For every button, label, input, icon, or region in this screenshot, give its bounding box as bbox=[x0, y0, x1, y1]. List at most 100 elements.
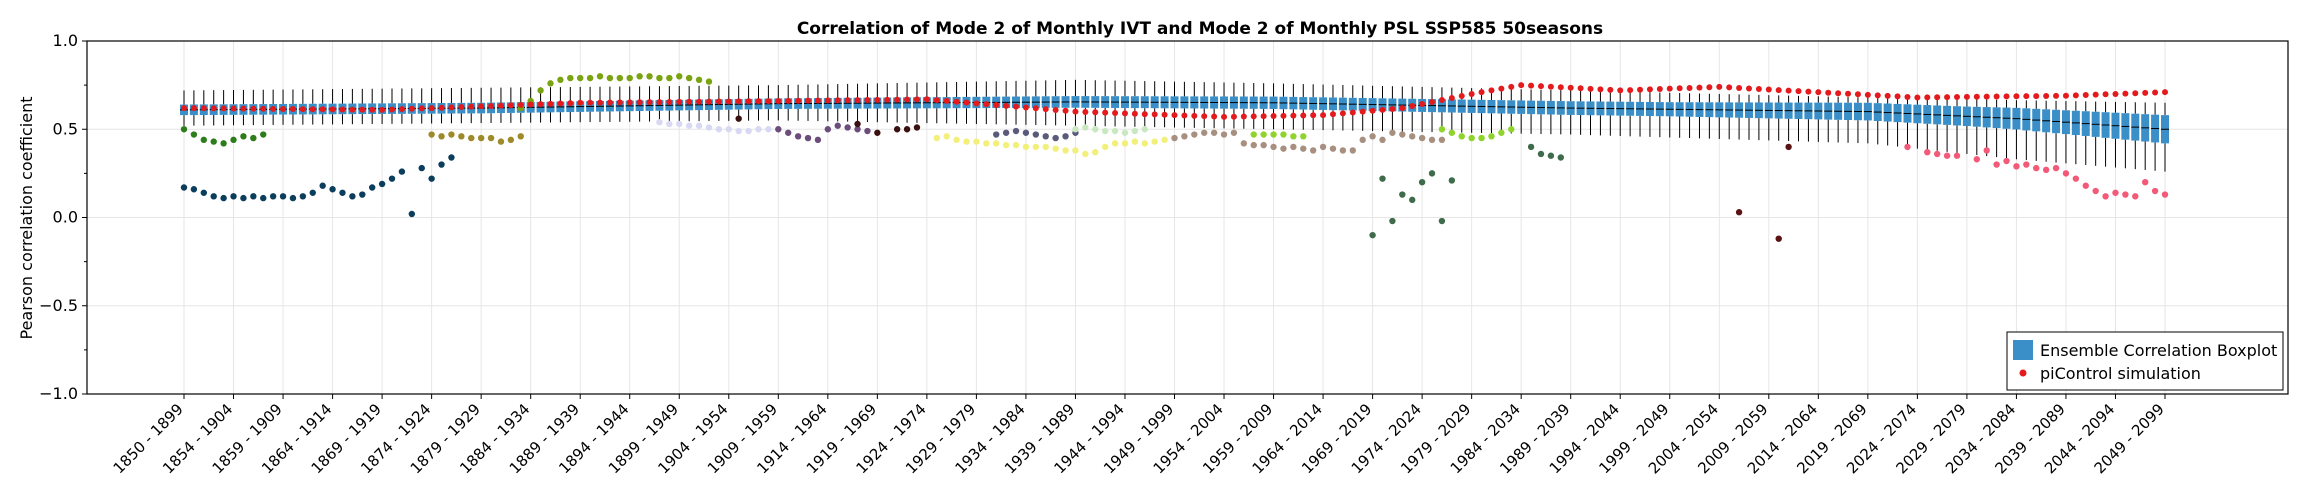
picontrol-point bbox=[1557, 84, 1564, 91]
y-tick-label: 0.0 bbox=[53, 208, 78, 227]
model-point bbox=[933, 134, 940, 142]
model-point bbox=[1973, 156, 1981, 163]
picontrol-point bbox=[2162, 89, 2168, 96]
model-point bbox=[319, 182, 326, 189]
picontrol-point bbox=[1151, 111, 1158, 118]
boxplot bbox=[2091, 101, 2100, 166]
picontrol-point bbox=[488, 102, 495, 109]
model-point bbox=[1478, 134, 1485, 142]
picontrol-point bbox=[894, 96, 901, 103]
model-point bbox=[685, 122, 693, 129]
model-point bbox=[1547, 152, 1555, 159]
picontrol-point bbox=[1528, 82, 1535, 89]
model-point bbox=[1131, 127, 1139, 135]
picontrol-point bbox=[656, 99, 663, 106]
picontrol-point bbox=[1845, 90, 1852, 97]
model-point bbox=[1072, 126, 1079, 133]
boxplot bbox=[853, 83, 862, 122]
picontrol-point bbox=[181, 105, 187, 112]
model-point bbox=[477, 134, 485, 142]
model-point bbox=[1062, 133, 1069, 140]
boxplot bbox=[1546, 89, 1555, 135]
model-point bbox=[2023, 161, 2030, 168]
model-point bbox=[834, 122, 841, 129]
model-point bbox=[1557, 154, 1564, 161]
model-point bbox=[1101, 143, 1109, 151]
boxplot bbox=[1972, 99, 1981, 156]
picontrol-point bbox=[1518, 82, 1525, 89]
model-point bbox=[2072, 175, 2080, 182]
boxplot bbox=[1804, 96, 1813, 142]
model-point bbox=[1933, 150, 1941, 158]
boxplot bbox=[1774, 95, 1783, 141]
model-point bbox=[567, 74, 574, 82]
boxplot bbox=[1962, 99, 1971, 154]
model-point bbox=[814, 136, 822, 144]
legend-picontrol-marker bbox=[2019, 369, 2027, 377]
picontrol-point bbox=[1944, 94, 1951, 101]
boxplot bbox=[2061, 101, 2070, 164]
picontrol-point bbox=[1835, 90, 1842, 97]
boxplot bbox=[1428, 87, 1437, 133]
model-point bbox=[1052, 145, 1059, 152]
picontrol-point bbox=[1627, 87, 1634, 94]
model-point bbox=[190, 131, 198, 138]
model-point bbox=[1012, 127, 1020, 135]
picontrol-point bbox=[913, 96, 920, 103]
picontrol-point bbox=[1656, 86, 1663, 93]
picontrol-point bbox=[1211, 113, 1218, 120]
picontrol-point bbox=[1716, 83, 1723, 90]
picontrol-point bbox=[854, 97, 861, 104]
model-point bbox=[1379, 175, 1386, 182]
picontrol-point bbox=[1290, 112, 1297, 119]
picontrol-point bbox=[567, 100, 574, 107]
boxplot bbox=[1754, 94, 1763, 141]
boxplot bbox=[695, 85, 704, 122]
model-point bbox=[1201, 129, 1208, 136]
model-point bbox=[210, 138, 217, 145]
model-point bbox=[626, 74, 633, 82]
boxplot bbox=[873, 83, 882, 123]
picontrol-point bbox=[2082, 92, 2089, 99]
picontrol-point bbox=[329, 106, 336, 113]
boxplot bbox=[1873, 97, 1882, 145]
model-point bbox=[1280, 145, 1287, 152]
boxplot bbox=[1160, 81, 1169, 128]
model-point bbox=[993, 140, 1000, 147]
picontrol-point bbox=[1458, 92, 1465, 99]
picontrol-point bbox=[1637, 86, 1644, 93]
model-point bbox=[616, 74, 624, 82]
boxplot bbox=[1566, 90, 1575, 135]
picontrol-point bbox=[537, 101, 544, 108]
boxplot bbox=[1606, 91, 1615, 136]
model-point bbox=[1983, 147, 1990, 154]
picontrol-point bbox=[1934, 94, 1941, 101]
legend: Ensemble Correlation Boxplot piControl s… bbox=[2006, 331, 2284, 391]
boxplot bbox=[1269, 83, 1278, 130]
model-point bbox=[636, 73, 643, 80]
model-point bbox=[1389, 129, 1396, 136]
boxplot bbox=[1586, 90, 1595, 136]
model-point bbox=[1438, 217, 1446, 225]
model-point bbox=[1319, 143, 1327, 151]
model-point bbox=[240, 133, 247, 140]
model-point bbox=[329, 186, 336, 193]
model-point bbox=[1092, 126, 1099, 133]
model-point bbox=[695, 122, 703, 129]
model-point bbox=[676, 120, 683, 128]
model-point bbox=[893, 126, 901, 133]
picontrol-point bbox=[874, 96, 881, 103]
picontrol-point bbox=[438, 104, 445, 111]
model-point bbox=[993, 131, 1000, 138]
boxplot bbox=[2042, 100, 2051, 162]
picontrol-point bbox=[2152, 89, 2159, 96]
model-point bbox=[1280, 131, 1287, 138]
model-point bbox=[1260, 141, 1267, 149]
picontrol-point bbox=[1221, 113, 1228, 120]
model-point bbox=[190, 186, 198, 193]
boxplot bbox=[704, 85, 713, 122]
model-point bbox=[586, 74, 594, 82]
picontrol-point bbox=[349, 106, 356, 113]
model-point bbox=[1993, 161, 2000, 168]
model-point bbox=[1210, 129, 1218, 136]
